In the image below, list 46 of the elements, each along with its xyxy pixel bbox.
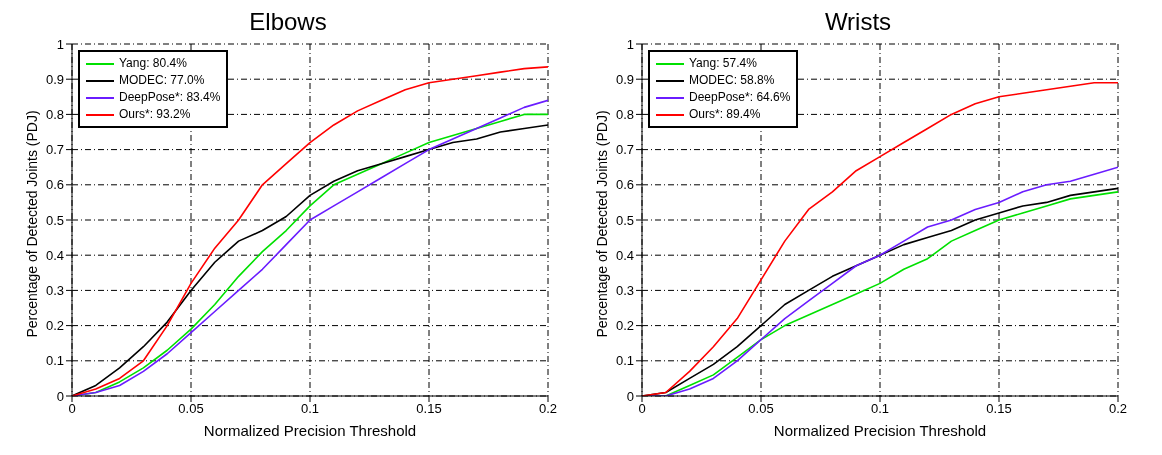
y-tick-label: 0 bbox=[56, 388, 64, 404]
legend-label: Yang: 57.4% bbox=[689, 55, 757, 72]
legend-label: Yang: 80.4% bbox=[119, 55, 187, 72]
y-tick-label: 0.9 bbox=[615, 71, 634, 87]
y-tick-label: 0.5 bbox=[615, 212, 634, 228]
x-axis-title: Normalized Precision Threshold bbox=[773, 422, 987, 439]
x-tick-label: 0.05 bbox=[178, 401, 204, 417]
y-tick-label: 0.7 bbox=[615, 142, 634, 158]
y-tick-label: 0.8 bbox=[45, 107, 64, 123]
x-tick-label: 0 bbox=[68, 401, 76, 417]
y-axis-title: Percentage of Detected Joints (PDJ) bbox=[24, 110, 40, 338]
y-tick-label: 0.4 bbox=[45, 247, 64, 263]
chart-title: Elbows bbox=[248, 8, 328, 36]
x-tick-label: 0.05 bbox=[748, 401, 774, 417]
x-tick-label: 0.15 bbox=[986, 401, 1012, 417]
y-tick-label: 1 bbox=[626, 36, 634, 52]
legend-label: MODEC: 58.8% bbox=[689, 72, 775, 89]
y-tick-label: 0.1 bbox=[615, 353, 634, 369]
legend-label: DeepPose*: 64.6% bbox=[689, 89, 791, 106]
y-tick-label: 0.2 bbox=[45, 318, 64, 334]
y-tick-label: 0.9 bbox=[45, 71, 64, 87]
y-tick-label: 1 bbox=[56, 36, 64, 52]
y-tick-label: 0.3 bbox=[45, 283, 64, 299]
x-tick-label: 0 bbox=[638, 401, 646, 417]
x-tick-label: 0.2 bbox=[538, 401, 558, 417]
x-tick-label: 0.2 bbox=[1108, 401, 1128, 417]
y-tick-label: 0.6 bbox=[615, 177, 634, 193]
legend-label: Ours*: 93.2% bbox=[119, 106, 191, 123]
y-tick-label: 0 bbox=[626, 388, 634, 404]
x-axis-title: Normalized Precision Threshold bbox=[203, 422, 417, 439]
y-tick-label: 0.4 bbox=[615, 247, 634, 263]
y-tick-label: 0.8 bbox=[615, 107, 634, 123]
y-tick-label: 0.3 bbox=[615, 283, 634, 299]
x-tick-label: 0.15 bbox=[416, 401, 442, 417]
legend-label: MODEC: 77.0% bbox=[119, 72, 205, 89]
x-tick-label: 0.1 bbox=[300, 401, 320, 417]
y-tick-label: 0.5 bbox=[45, 212, 64, 228]
legend-label: DeepPose*: 83.4% bbox=[119, 89, 221, 106]
y-axis-title: Percentage of Detected Joints (PDJ) bbox=[594, 110, 610, 338]
y-tick-label: 0.7 bbox=[45, 142, 64, 158]
y-tick-label: 0.2 bbox=[615, 318, 634, 334]
legend-label: Ours*: 89.4% bbox=[689, 106, 761, 123]
chart-title: Wrists bbox=[823, 8, 893, 36]
y-tick-label: 0.1 bbox=[45, 353, 64, 369]
y-tick-label: 0.6 bbox=[45, 177, 64, 193]
x-tick-label: 0.1 bbox=[870, 401, 890, 417]
